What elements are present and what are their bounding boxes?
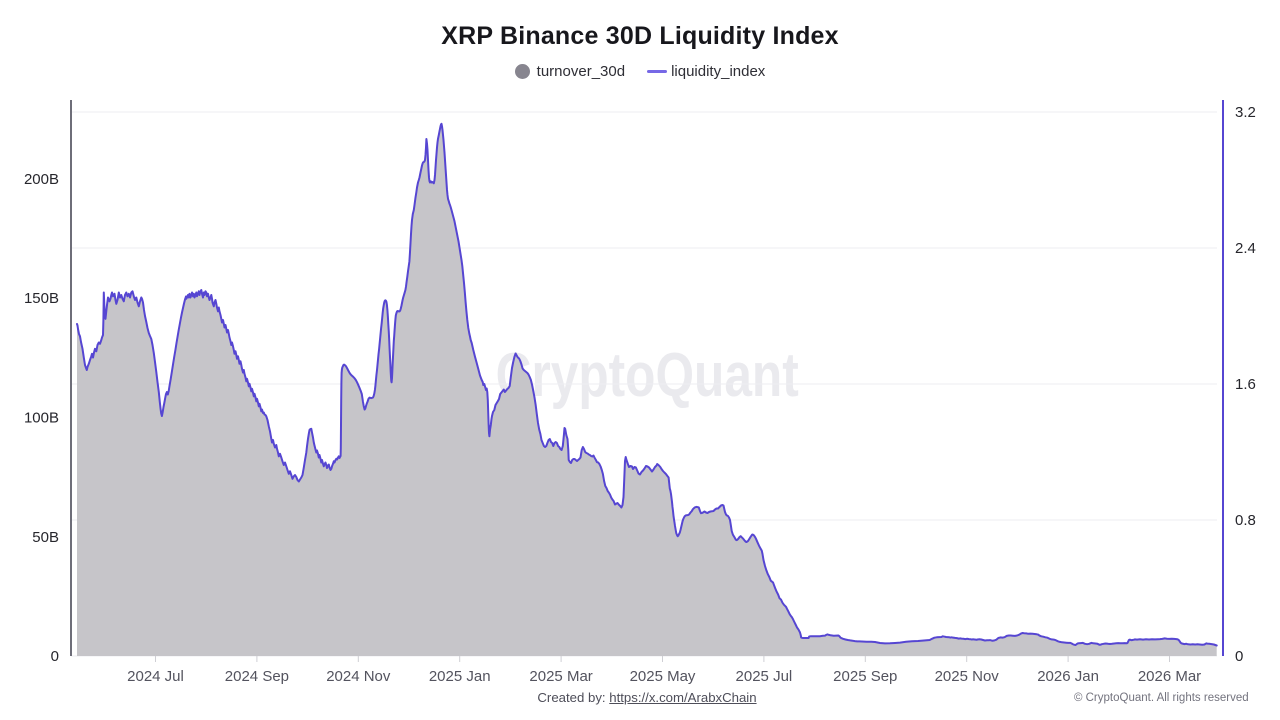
svg-text:3.2: 3.2	[1235, 104, 1256, 121]
svg-text:2026 Mar: 2026 Mar	[1138, 668, 1201, 685]
svg-text:50B: 50B	[32, 529, 59, 546]
svg-text:0: 0	[51, 648, 59, 665]
svg-text:150B: 150B	[24, 290, 59, 307]
svg-text:2025 Jan: 2025 Jan	[429, 668, 491, 685]
svg-text:1.6: 1.6	[1235, 376, 1256, 393]
svg-text:2025 Sep: 2025 Sep	[833, 668, 897, 685]
svg-text:0: 0	[1235, 648, 1243, 665]
svg-text:2025 Mar: 2025 Mar	[529, 668, 592, 685]
svg-text:2024 Jul: 2024 Jul	[127, 668, 184, 685]
svg-text:100B: 100B	[24, 410, 59, 427]
svg-text:2.4: 2.4	[1235, 240, 1256, 257]
svg-text:2025 Nov: 2025 Nov	[935, 668, 1000, 685]
svg-text:2024 Sep: 2024 Sep	[225, 668, 289, 685]
svg-text:2024 Nov: 2024 Nov	[326, 668, 391, 685]
svg-text:0.8: 0.8	[1235, 512, 1256, 529]
svg-text:200B: 200B	[24, 171, 59, 188]
svg-text:2025 May: 2025 May	[630, 668, 696, 685]
svg-text:2025 Jul: 2025 Jul	[736, 668, 793, 685]
svg-text:2026 Jan: 2026 Jan	[1037, 668, 1099, 685]
